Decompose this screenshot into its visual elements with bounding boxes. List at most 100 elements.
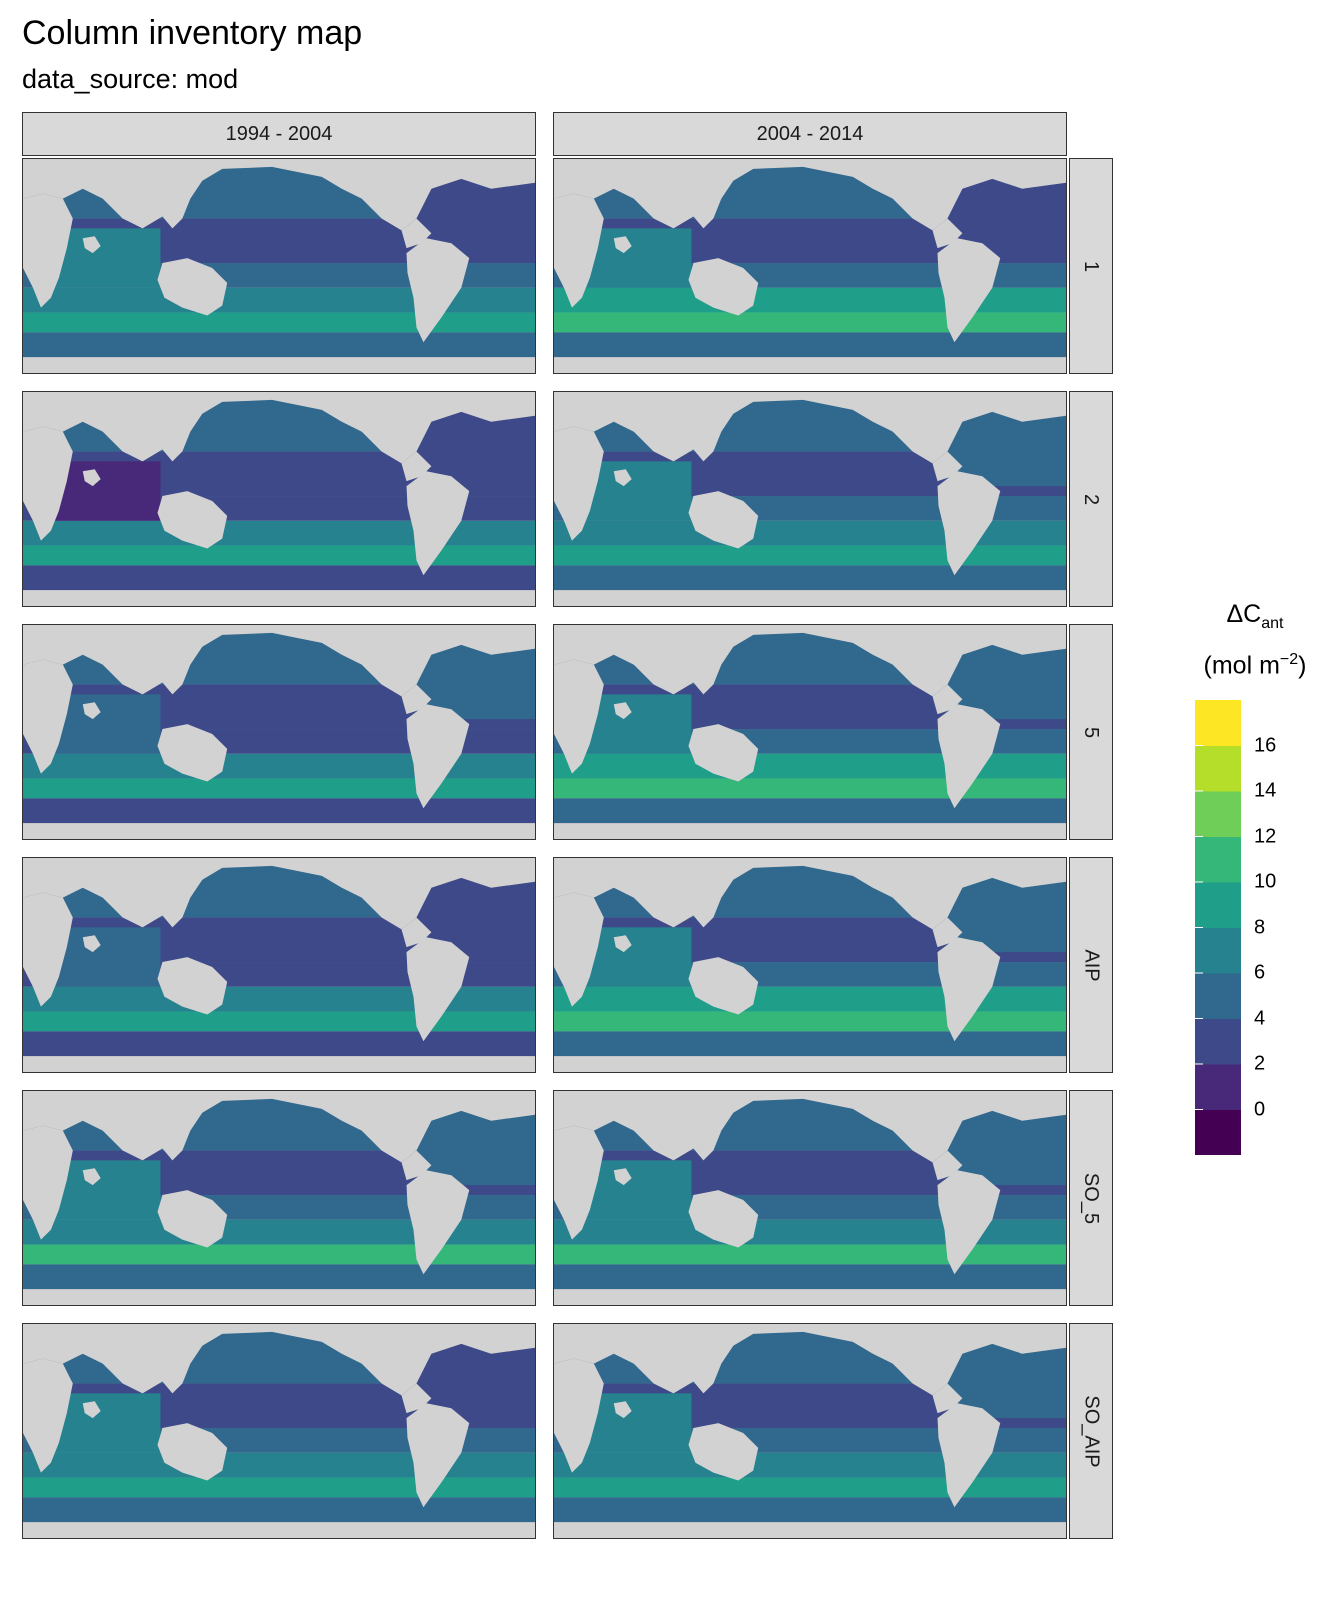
land-mass xyxy=(932,917,963,948)
legend-tick-label: 10 xyxy=(1254,870,1277,893)
land-mass xyxy=(554,1324,1066,1396)
land-mass xyxy=(401,451,432,482)
high-south-band xyxy=(554,1031,1066,1057)
facet-row-strip: AIP xyxy=(1069,857,1113,1073)
southern-ocean-band xyxy=(23,545,535,566)
legend-tick-label: 6 xyxy=(1254,961,1266,984)
land-mass xyxy=(554,1358,604,1473)
land-mass xyxy=(23,1358,73,1473)
land-mass xyxy=(554,858,1066,930)
land-mass xyxy=(937,704,1001,809)
legend-bin xyxy=(1195,882,1241,928)
land-mass xyxy=(554,357,1066,373)
land-mass xyxy=(23,159,535,231)
land-mass xyxy=(688,957,759,1015)
legend-tick-label: 16 xyxy=(1254,734,1277,756)
high-south-band xyxy=(554,1264,1066,1290)
land-mass xyxy=(23,357,535,373)
land-mass xyxy=(23,590,535,606)
southern-ocean-band xyxy=(554,778,1066,799)
legend-bin xyxy=(1195,973,1241,1019)
land-mass xyxy=(157,1190,228,1248)
high-south-band xyxy=(554,1497,1066,1523)
map-svg xyxy=(554,858,1066,1072)
land-mass xyxy=(613,1401,632,1419)
map-panel xyxy=(22,391,536,607)
southern-ocean-band xyxy=(23,1244,535,1265)
map-svg xyxy=(23,858,535,1072)
high-south-band xyxy=(23,565,535,591)
land-mass xyxy=(406,1403,470,1508)
map-panel xyxy=(553,1090,1067,1306)
southern-ocean-band xyxy=(554,545,1066,566)
land-mass xyxy=(932,1383,963,1414)
legend-bin xyxy=(1195,1064,1241,1110)
land-mass xyxy=(157,724,228,782)
land-mass xyxy=(23,892,73,1007)
land-mass xyxy=(406,1170,470,1275)
land-mass xyxy=(554,426,604,541)
southern-ocean-band xyxy=(554,1477,1066,1498)
land-mass xyxy=(937,1403,1001,1508)
land-mass xyxy=(406,704,470,809)
facet-row-label: AIP xyxy=(1080,948,1103,982)
legend-unit-end: ) xyxy=(1298,651,1307,680)
legend-bin xyxy=(1195,927,1241,974)
legend-bin xyxy=(1195,1018,1241,1065)
land-mass xyxy=(23,193,73,308)
land-mass xyxy=(688,1190,759,1248)
land-mass xyxy=(613,1168,632,1186)
land-mass xyxy=(554,159,1066,231)
southern-ocean-band xyxy=(23,1477,535,1498)
facet-row-strip: 2 xyxy=(1069,391,1113,607)
land-mass xyxy=(554,1056,1066,1072)
map-panel xyxy=(553,158,1067,374)
map-svg xyxy=(554,625,1066,839)
land-mass xyxy=(23,858,535,930)
land-mass xyxy=(554,892,604,1007)
high-south-band xyxy=(23,1031,535,1057)
land-mass xyxy=(554,590,1066,606)
map-panel xyxy=(22,624,536,840)
land-mass xyxy=(401,1383,432,1414)
land-mass xyxy=(406,471,470,576)
land-mass xyxy=(688,724,759,782)
legend-tick-label: 0 xyxy=(1254,1098,1266,1120)
legend-tick-label: 8 xyxy=(1254,916,1266,938)
land-mass xyxy=(937,1170,1001,1275)
map-svg xyxy=(23,1091,535,1305)
land-mass xyxy=(23,625,535,697)
map-svg xyxy=(23,392,535,606)
southern-ocean-band xyxy=(554,1011,1066,1032)
land-mass xyxy=(554,1289,1066,1305)
land-mass xyxy=(937,238,1001,343)
legend-bin xyxy=(1195,791,1241,837)
map-svg xyxy=(23,625,535,839)
land-mass xyxy=(554,625,1066,697)
legend-colorbar xyxy=(1195,700,1241,1155)
facet-row-strip: SO_5 xyxy=(1069,1090,1113,1306)
map-panel xyxy=(22,1090,536,1306)
map-panel xyxy=(22,857,536,1073)
land-mass xyxy=(23,659,73,774)
map-svg xyxy=(554,1091,1066,1305)
land-mass xyxy=(23,1125,73,1240)
map-svg xyxy=(23,159,535,373)
map-svg xyxy=(554,159,1066,373)
map-panel xyxy=(553,1323,1067,1539)
facet-col-strip: 1994 - 2004 xyxy=(22,112,536,156)
legend-bin xyxy=(1195,836,1241,883)
land-mass xyxy=(937,471,1001,576)
land-mass xyxy=(23,1522,535,1538)
land-mass xyxy=(401,917,432,948)
land-mass xyxy=(554,659,604,774)
southern-ocean-band xyxy=(23,312,535,333)
facet-row-label: 2 xyxy=(1080,493,1103,505)
facet-row-strip: 1 xyxy=(1069,158,1113,374)
southern-ocean-band xyxy=(23,778,535,799)
land-mass xyxy=(932,451,963,482)
land-mass xyxy=(23,1289,535,1305)
high-south-band xyxy=(23,1264,535,1290)
land-mass xyxy=(932,218,963,249)
land-mass xyxy=(613,469,632,487)
